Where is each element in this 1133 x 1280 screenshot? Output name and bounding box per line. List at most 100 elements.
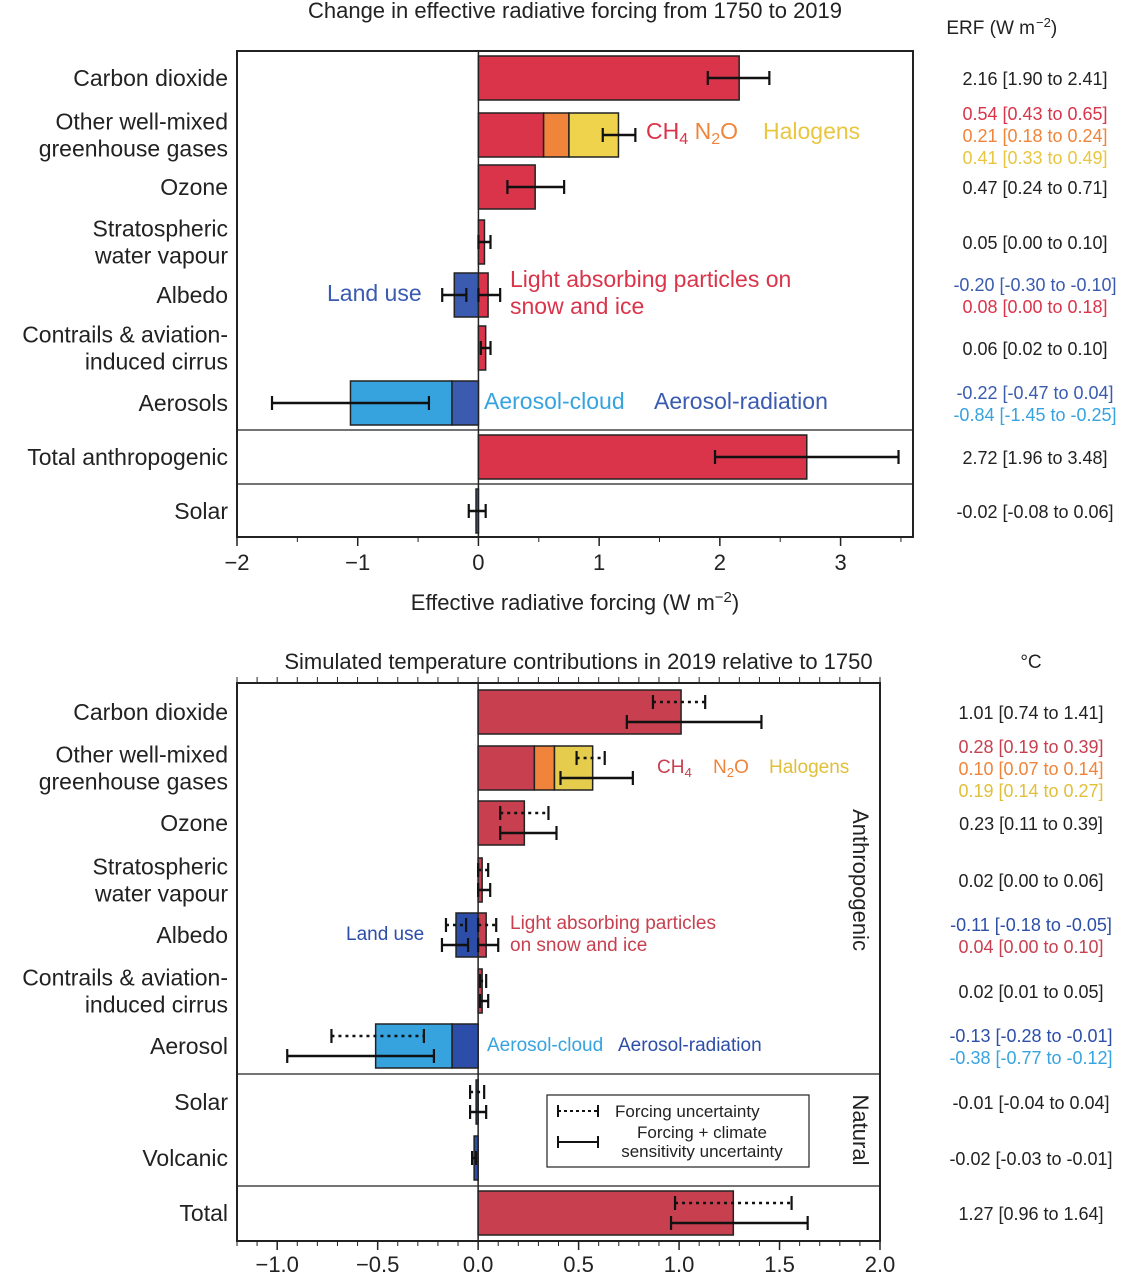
- category-label: Aerosol: [150, 1033, 228, 1059]
- bar-segment: [477, 857, 483, 903]
- value-header-unit: −2): [1036, 15, 1057, 39]
- annotation-part: 2: [711, 130, 720, 148]
- annotation-part: 4: [679, 130, 688, 148]
- x-tick-label: −1: [345, 550, 370, 575]
- value-text: 1.01 [0.74 to 1.41]: [958, 703, 1103, 723]
- x-tick-label: 3: [834, 550, 846, 575]
- value-text: -0.02 [-0.08 to 0.06]: [956, 502, 1113, 522]
- value-text: -0.13 [-0.28 to -0.01]: [949, 1026, 1112, 1046]
- bar-segment: [451, 380, 480, 426]
- category-label: Solar: [174, 1089, 228, 1115]
- category-label: Albedo: [156, 282, 228, 308]
- annotation-snow-ice: snow and ice: [510, 293, 644, 319]
- bar-segment: [451, 1023, 479, 1069]
- annotation-light-absorbing: Light absorbing particles on: [510, 266, 791, 292]
- x-tick-label: 1: [593, 550, 605, 575]
- x-tick-label: −0.5: [356, 1252, 399, 1277]
- x-tick-label: 2: [714, 550, 726, 575]
- x-axis-label-close: ): [732, 590, 739, 615]
- category-label: greenhouse gases: [39, 769, 228, 795]
- chart-title: Change in effective radiative forcing fr…: [308, 0, 842, 23]
- x-tick-label: −2: [224, 550, 249, 575]
- legend-label-sensitivity: sensitivity uncertainty: [621, 1142, 783, 1161]
- x-tick-label: 1.5: [764, 1252, 795, 1277]
- annotation-halogens: Halogens: [763, 118, 860, 144]
- category-label: Contrails & aviation-: [22, 965, 228, 991]
- value-text: -0.01 [-0.04 to 0.04]: [952, 1093, 1109, 1113]
- x-tick-label: 0.0: [463, 1252, 494, 1277]
- category-label: Aerosols: [139, 390, 228, 416]
- category-label: Stratospheric: [92, 216, 228, 242]
- x-tick-label: −1.0: [255, 1252, 298, 1277]
- value-text: -0.22 [-0.47 to 0.04]: [956, 383, 1113, 403]
- value-text: 0.28 [0.19 to 0.39]: [958, 737, 1103, 757]
- annotation-part: N: [688, 118, 711, 144]
- legend-box: [546, 1094, 810, 1168]
- value-text: 0.41 [0.33 to 0.49]: [962, 148, 1107, 168]
- annotation-ch4-n2o: CH4 N2O: [646, 118, 738, 148]
- value-text: 2.72 [1.96 to 3.48]: [962, 448, 1107, 468]
- annotation-n2o: N2O: [713, 757, 749, 780]
- category-label: Total anthropogenic: [27, 444, 228, 470]
- category-label: water vapour: [94, 881, 228, 907]
- annotation-light-absorbing: Light absorbing particles: [510, 913, 716, 934]
- annotation-land-use: Land use: [327, 280, 422, 306]
- x-tick-label: 0: [472, 550, 484, 575]
- category-label: water vapour: [94, 243, 228, 269]
- value-text: 0.02 [0.01 to 0.05]: [958, 982, 1103, 1002]
- category-label: Albedo: [156, 922, 228, 948]
- category-label: Carbon dioxide: [73, 699, 228, 725]
- category-label: Other well-mixed: [55, 742, 228, 768]
- value-text: 0.02 [0.00 to 0.06]: [958, 871, 1103, 891]
- x-tick-label: 0.5: [563, 1252, 594, 1277]
- value-text: -0.84 [-1.45 to -0.25]: [953, 405, 1116, 425]
- x-tick-label: 2.0: [865, 1252, 896, 1277]
- annotation-land-use: Land use: [346, 924, 424, 945]
- bar-segment: [477, 689, 682, 735]
- bar-segment: [542, 112, 570, 158]
- annotation-part: CH: [646, 118, 679, 144]
- category-label: Ozone: [160, 810, 228, 836]
- value-header-exp: −2: [1036, 15, 1051, 30]
- value-text: 0.05 [0.00 to 0.10]: [962, 233, 1107, 253]
- annotation-part: O: [720, 118, 738, 144]
- bar-segment: [533, 745, 556, 791]
- value-header-close: ): [1051, 18, 1057, 39]
- annotation-snow-ice: on snow and ice: [510, 935, 647, 956]
- value-text: 0.23 [0.11 to 0.39]: [959, 814, 1103, 834]
- bar-segment: [477, 55, 740, 101]
- category-label: Carbon dioxide: [73, 65, 228, 91]
- value-text: 2.16 [1.90 to 2.41]: [962, 69, 1107, 89]
- x-axis-label-main: Effective radiative forcing (W m: [411, 590, 715, 615]
- category-label: Contrails & aviation-: [22, 322, 228, 348]
- annotation-part: CH: [657, 757, 684, 778]
- value-text: 0.19 [0.14 to 0.27]: [958, 781, 1103, 801]
- category-label: Stratospheric: [92, 854, 228, 880]
- bar-segment: [477, 912, 487, 958]
- bar-segment: [477, 968, 483, 1014]
- category-label: greenhouse gases: [39, 136, 228, 162]
- x-tick-label: 1.0: [664, 1252, 695, 1277]
- chart-title: Simulated temperature contributions in 2…: [284, 649, 872, 674]
- annotation-aerosol-cloud: Aerosol-cloud: [484, 388, 625, 414]
- annotation-halogens: Halogens: [769, 757, 849, 778]
- legend-label-forcing-climate: Forcing + climate: [637, 1123, 767, 1142]
- value-header-prefix: ERF (W m: [946, 18, 1035, 39]
- annotation-aerosol-cloud: Aerosol-cloud: [487, 1035, 603, 1056]
- category-label: Volcanic: [142, 1145, 228, 1171]
- x-axis-label: Effective radiative forcing (W m−2): [411, 589, 739, 615]
- group-label-natural: Natural: [848, 1095, 873, 1166]
- value-text: 1.27 [0.96 to 1.64]: [958, 1204, 1103, 1224]
- annotation-ch4: CH4: [657, 757, 692, 780]
- value-text: 0.06 [0.02 to 0.10]: [962, 339, 1107, 359]
- annotation-aerosol-radiation: Aerosol-radiation: [618, 1035, 762, 1056]
- value-text: -0.11 [-0.18 to -0.05]: [950, 915, 1112, 935]
- value-text: 0.54 [0.43 to 0.65]: [962, 104, 1107, 124]
- x-axis-label-exp: −2: [715, 589, 732, 606]
- category-label: Solar: [174, 498, 228, 524]
- value-header: °C: [1020, 652, 1041, 673]
- category-label: induced cirrus: [85, 992, 228, 1018]
- annotation-part: N: [713, 757, 727, 778]
- value-text: 0.08 [0.00 to 0.18]: [962, 297, 1107, 317]
